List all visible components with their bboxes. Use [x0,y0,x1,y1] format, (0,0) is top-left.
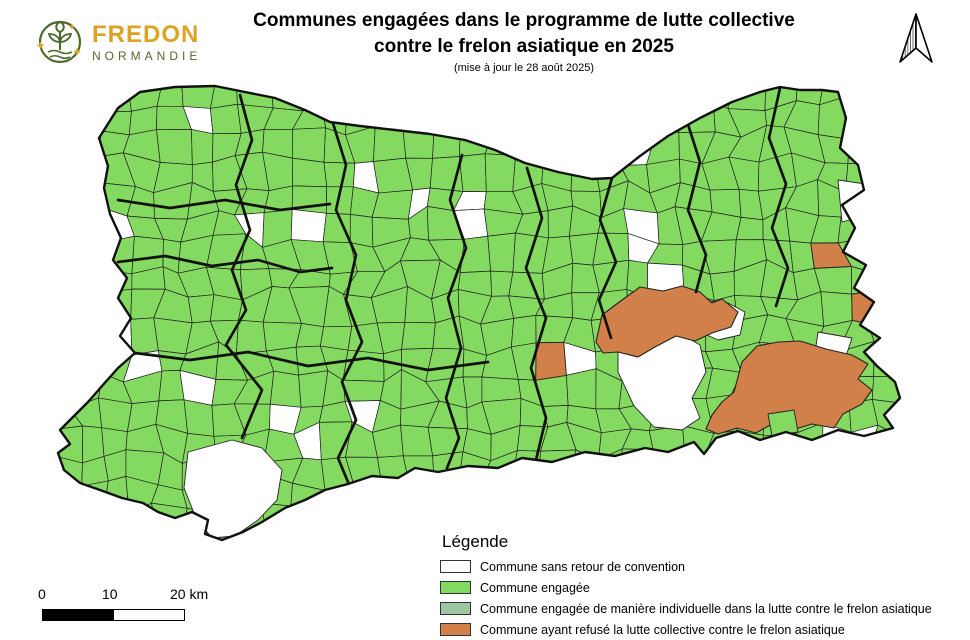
legend-swatch-no-return [440,560,471,573]
logo-brand-text: FREDON [92,20,200,48]
title-block: Communes engagées dans le programme de l… [84,8,964,74]
legend-swatch-refused [440,623,471,636]
legend-item-no-return: Commune sans retour de convention [440,556,932,577]
legend: Légende Commune sans retour de conventio… [440,532,932,640]
scale-label-10: 10 [102,586,118,602]
scale-bar: 0 10 20 km [30,586,260,630]
scale-label-0: 0 [38,586,46,602]
update-date-subtitle: (mise à jour le 28 août 2025) [453,62,595,75]
north-arrow-icon [894,8,938,77]
page-title: Communes engagées dans le programme de l… [253,10,795,57]
legend-item-engaged: Commune engagée [440,577,932,598]
scale-label-20: 20 km [170,586,209,602]
legend-title: Légende [442,532,509,551]
legend-item-individual: Commune engagée de manière individuelle … [440,598,932,619]
legend-swatch-individual [440,602,471,615]
logo-region-text: NORMANDIE [92,48,202,63]
fredon-logo: FREDON NORMANDIE [34,16,201,68]
legend-item-refused: Commune ayant refusé la lutte collective… [440,619,932,640]
legend-swatch-engaged [440,581,471,594]
fredon-plant-icon [36,20,82,64]
scale-bar-rect [42,609,185,621]
